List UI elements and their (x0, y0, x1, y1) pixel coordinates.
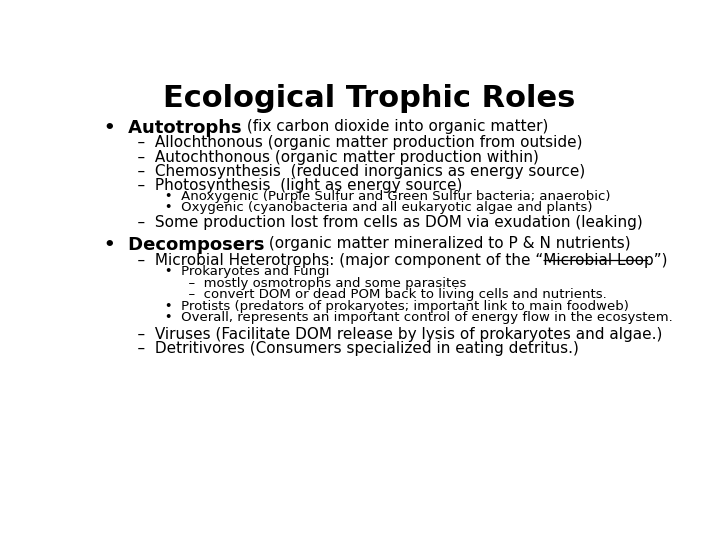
Text: •  Protists (predators of prokaryotes; important link to main foodweb): • Protists (predators of prokaryotes; im… (135, 300, 629, 313)
Text: –  Viruses (Facilitate DOM release by lysis of prokaryotes and algae.): – Viruses (Facilitate DOM release by lys… (118, 327, 662, 342)
Text: –  Autochthonous (organic matter production within): – Autochthonous (organic matter producti… (118, 150, 539, 165)
Text: •  Autotrophs: • Autotrophs (104, 119, 242, 137)
Text: Ecological Trophic Roles: Ecological Trophic Roles (163, 84, 575, 112)
Text: –  Microbial Heterotrophs: (major component of the “Microbial Loop”): – Microbial Heterotrophs: (major compone… (118, 253, 667, 268)
Text: •  Oxygenic (cyanobacteria and all eukaryotic algae and plants): • Oxygenic (cyanobacteria and all eukary… (135, 201, 592, 214)
Text: –  Some production lost from cells as DOM via exudation (leaking): – Some production lost from cells as DOM… (118, 215, 643, 231)
Text: –  convert DOM or dead POM back to living cells and nutrients.: – convert DOM or dead POM back to living… (145, 288, 606, 301)
Text: –  Allochthonous (organic matter production from outside): – Allochthonous (organic matter producti… (118, 136, 582, 151)
Text: –  Detritivores (Consumers specialized in eating detritus.): – Detritivores (Consumers specialized in… (118, 341, 579, 356)
Text: –  Microbial Heterotrophs: (major component of the “: – Microbial Heterotrophs: (major compone… (118, 253, 543, 268)
Text: •  Anoxygenic (Purple Sulfur and Green Sulfur bacteria; anaerobic): • Anoxygenic (Purple Sulfur and Green Su… (135, 191, 610, 204)
Text: (fix carbon dioxide into organic matter): (fix carbon dioxide into organic matter) (242, 119, 548, 134)
Text: •  Decomposers: • Decomposers (104, 236, 264, 254)
Text: –  Photosynthesis  (light as energy source): – Photosynthesis (light as energy source… (118, 178, 462, 193)
Text: •  Overall, represents an important control of energy flow in the ecosystem.: • Overall, represents an important contr… (135, 311, 672, 324)
Text: –  Chemosynthesis  (reduced inorganics as energy source): – Chemosynthesis (reduced inorganics as … (118, 164, 585, 179)
Text: •  Prokaryotes and Fungi: • Prokaryotes and Fungi (135, 265, 329, 278)
Text: –  mostly osmotrophs and some parasites: – mostly osmotrophs and some parasites (145, 277, 466, 290)
Text: (organic matter mineralized to P & N nutrients): (organic matter mineralized to P & N nut… (264, 236, 631, 251)
Text: –  Microbial Heterotrophs: (major component of the “Microbial Loop: – Microbial Heterotrophs: (major compone… (118, 253, 654, 268)
